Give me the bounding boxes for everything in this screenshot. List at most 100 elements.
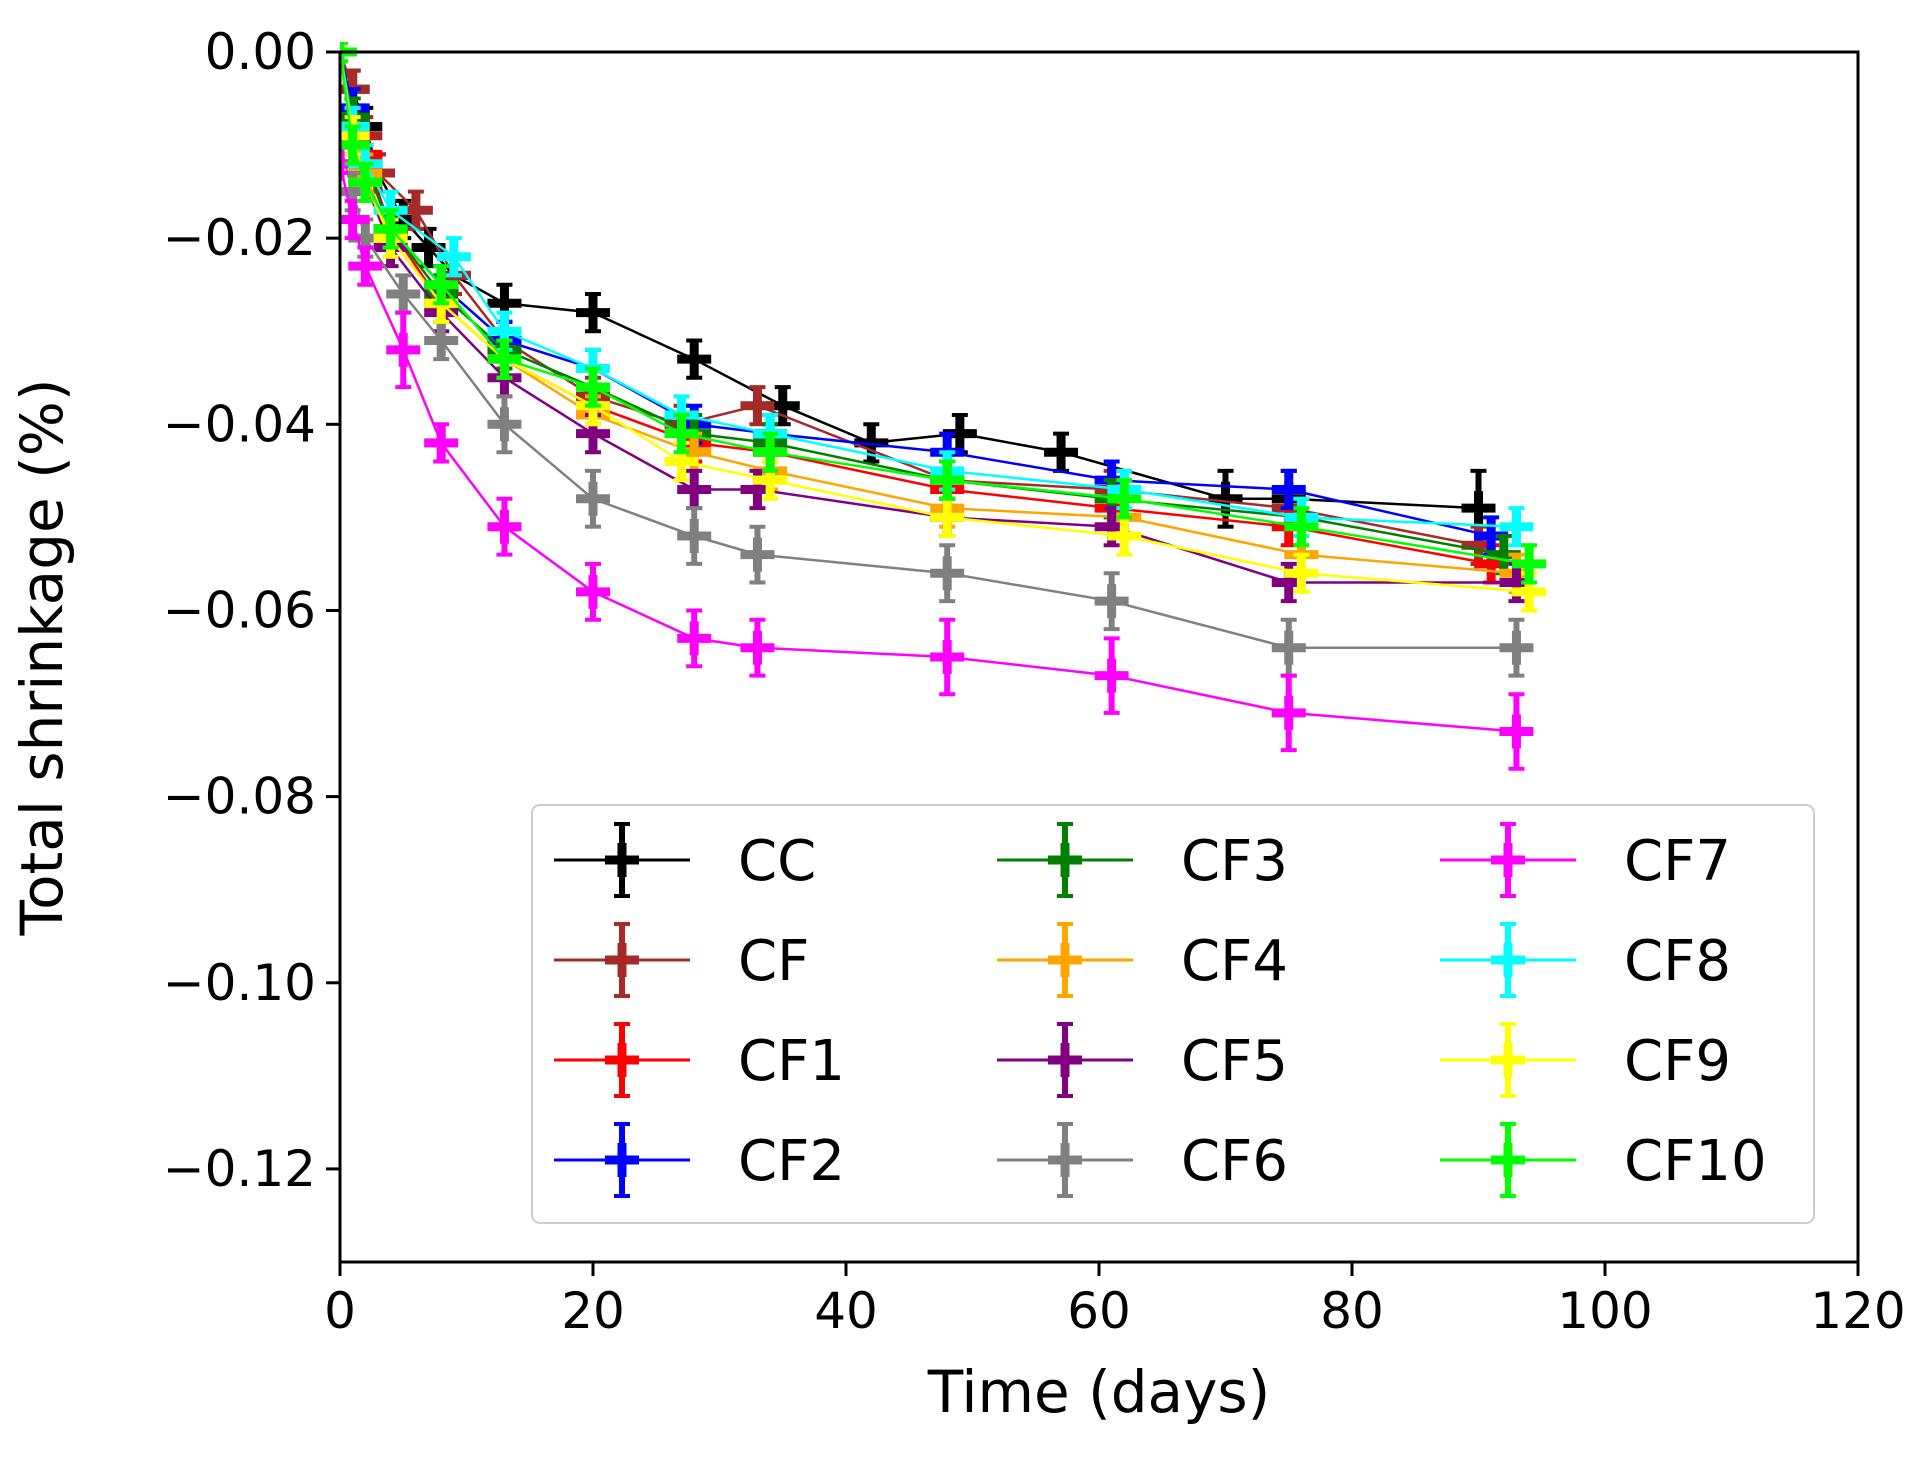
legend-entry-cf8: CF8 — [1440, 922, 1731, 998]
y-tick-label: −0.10 — [163, 954, 316, 1012]
legend-entry-cf2: CF2 — [554, 1122, 845, 1198]
data-point — [576, 295, 610, 330]
legend-marker — [1048, 943, 1082, 977]
data-point — [930, 556, 965, 591]
legend-marker — [605, 943, 639, 977]
legend-entry-cf1: CF1 — [554, 1022, 845, 1098]
legend-marker — [1491, 843, 1525, 877]
data-point — [386, 277, 421, 311]
data-point — [677, 519, 712, 553]
x-tick-label: 100 — [1557, 1282, 1652, 1340]
data-point — [1284, 556, 1319, 591]
x-tick-label: 120 — [1810, 1282, 1905, 1340]
series-cf6 — [340, 128, 1534, 678]
data-point — [487, 407, 522, 442]
y-tick-label: −0.04 — [163, 395, 316, 453]
x-tick-label: 0 — [324, 1282, 356, 1340]
data-point — [1499, 630, 1534, 665]
legend-label: CF10 — [1624, 1129, 1767, 1194]
legend-label: CF1 — [738, 1029, 845, 1094]
data-point — [664, 416, 699, 451]
legend-label: CF2 — [738, 1129, 845, 1194]
data-point — [487, 509, 522, 544]
y-axis-label: Total shrinkage (%) — [8, 378, 76, 936]
data-point — [740, 388, 775, 423]
data-point — [1107, 481, 1142, 516]
legend-entry-cf5: CF5 — [997, 1022, 1288, 1098]
data-point — [1044, 435, 1079, 470]
legend-marker — [1048, 843, 1082, 877]
series-line-cf8 — [340, 51, 1517, 528]
legend-entry-cc: CC — [554, 822, 816, 898]
data-point — [677, 472, 712, 507]
legend-entry-cf9: CF9 — [1440, 1022, 1731, 1098]
legend-marker — [1491, 1043, 1525, 1077]
legend-label: CF9 — [1624, 1029, 1731, 1094]
y-tick-label: −0.06 — [163, 581, 316, 639]
legend-label: CF7 — [1624, 829, 1731, 894]
data-point — [576, 481, 610, 516]
data-point — [576, 574, 610, 609]
data-point — [373, 211, 408, 246]
data-point — [1284, 509, 1319, 544]
legend-marker — [1048, 1143, 1082, 1177]
data-point — [677, 342, 712, 377]
legend-label: CF5 — [1181, 1029, 1288, 1094]
legend-entry-cf6: CF6 — [997, 1122, 1288, 1198]
x-tick-label: 20 — [561, 1282, 625, 1340]
data-point — [348, 165, 383, 200]
y-tick-label: −0.08 — [163, 768, 316, 826]
y-tick-label: −0.12 — [163, 1140, 316, 1198]
data-point — [487, 342, 522, 377]
data-point — [753, 435, 788, 470]
data-point — [386, 332, 421, 367]
data-point — [576, 370, 610, 405]
legend-entry-cf3: CF3 — [997, 822, 1288, 898]
legend-label: CF4 — [1181, 929, 1288, 994]
data-point — [348, 249, 383, 284]
legend-entry-cf: CF — [554, 922, 809, 998]
legend-label: CF — [738, 929, 809, 994]
data-point — [1271, 630, 1306, 665]
series-line-cf6 — [340, 144, 1517, 649]
data-point — [930, 463, 965, 498]
x-tick-label: 60 — [1067, 1282, 1131, 1340]
data-point — [424, 267, 459, 302]
series-line-cf1 — [340, 51, 1492, 566]
legend-label: CC — [738, 829, 816, 894]
data-point — [930, 500, 965, 535]
legend-marker — [1491, 1143, 1525, 1177]
legend-marker — [605, 1043, 639, 1077]
legend-marker — [605, 1143, 639, 1177]
data-point — [1499, 509, 1534, 544]
series-line-cf4 — [340, 51, 1517, 575]
data-point — [1461, 491, 1496, 526]
x-tick-label: 40 — [814, 1282, 878, 1340]
data-point — [1271, 695, 1306, 730]
data-point — [424, 425, 459, 460]
data-point — [1512, 546, 1547, 581]
legend-label: CF8 — [1624, 929, 1731, 994]
series-layer — [340, 42, 1547, 771]
series-cf7 — [340, 146, 1534, 771]
legend: CC CF CF1 CF2 CF3 CF4 CF5 CF6 CF7 CF8 CF9 CF10 — [531, 804, 1815, 1224]
data-point — [1271, 472, 1306, 507]
legend-label: CF6 — [1181, 1129, 1288, 1194]
data-point — [1094, 584, 1129, 619]
series-line-cc — [340, 51, 1479, 510]
legend-entry-cf4: CF4 — [997, 922, 1288, 998]
x-tick-label: 80 — [1320, 1282, 1384, 1340]
legend-marker — [605, 843, 639, 877]
data-point — [1094, 658, 1129, 693]
data-point — [436, 239, 471, 274]
data-point — [740, 537, 775, 572]
series-line-cf7 — [340, 163, 1517, 733]
legend-marker — [1048, 1043, 1082, 1077]
axes-layer: 0 20 40 60 80 100 120 0.00 −0.02 −0.04 −0.06 −0.08 −… — [163, 23, 1906, 1340]
x-axis-label: Time (days) — [927, 1358, 1271, 1426]
data-point — [1107, 519, 1142, 553]
legend-entry-cf7: CF7 — [1440, 822, 1731, 898]
y-tick-label: 0.00 — [205, 23, 316, 81]
